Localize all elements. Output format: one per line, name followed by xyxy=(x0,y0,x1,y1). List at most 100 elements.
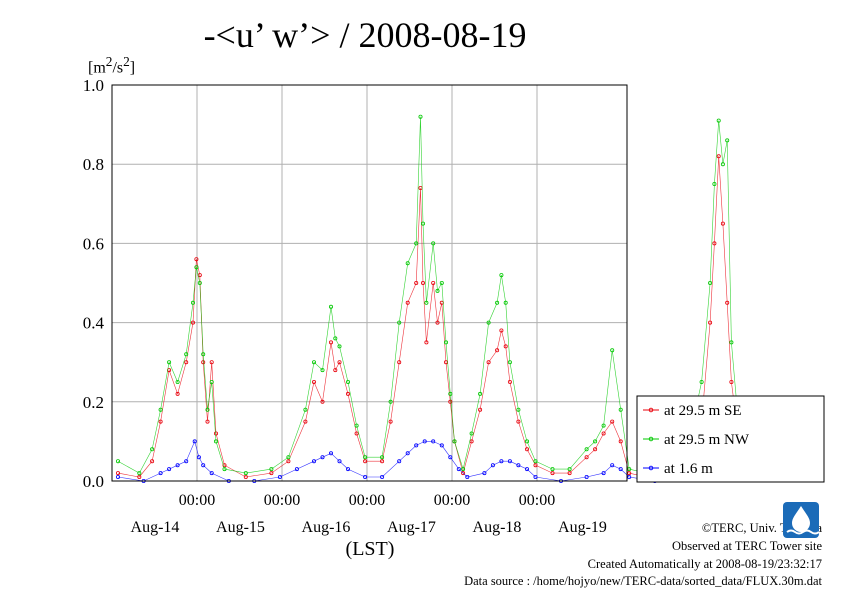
data-point xyxy=(507,459,512,464)
data-point xyxy=(213,439,218,444)
data-point xyxy=(194,257,199,262)
data-point xyxy=(184,360,189,365)
data-point xyxy=(699,379,704,384)
x-axis-label: (LST) xyxy=(346,538,395,560)
data-point xyxy=(192,439,197,444)
data-point xyxy=(448,455,453,460)
data-point xyxy=(507,360,512,365)
data-point xyxy=(311,459,316,464)
data-point xyxy=(422,439,427,444)
data-point xyxy=(716,154,721,159)
data-point xyxy=(388,399,393,404)
data-point xyxy=(328,451,333,456)
data-point xyxy=(286,455,291,460)
data-point xyxy=(712,241,717,246)
data-point xyxy=(601,471,606,476)
y-axis-unit: [m2/s2] xyxy=(88,54,136,77)
data-point xyxy=(533,474,538,479)
data-point xyxy=(277,474,282,479)
data-point xyxy=(503,300,508,305)
legend-marker xyxy=(648,407,654,413)
data-point xyxy=(269,471,274,476)
data-point xyxy=(345,379,350,384)
data-point xyxy=(499,328,504,333)
data-point xyxy=(439,280,444,285)
data-point xyxy=(158,407,163,412)
data-point xyxy=(593,447,598,452)
data-point xyxy=(333,336,338,341)
y-tick-label: 1.0 xyxy=(83,76,104,95)
data-point xyxy=(435,288,440,293)
data-point xyxy=(294,467,299,472)
data-point xyxy=(533,459,538,464)
data-point xyxy=(405,261,410,266)
data-point xyxy=(397,320,402,325)
data-point xyxy=(150,459,155,464)
data-point xyxy=(354,423,359,428)
data-point xyxy=(363,459,368,464)
data-point xyxy=(610,348,615,353)
data-point xyxy=(593,439,598,444)
date-label: Aug-16 xyxy=(302,519,351,536)
data-point xyxy=(354,431,359,436)
data-point xyxy=(418,114,423,119)
data-point xyxy=(627,467,632,472)
data-point xyxy=(286,459,291,464)
data-point xyxy=(443,340,448,345)
data-point xyxy=(197,280,202,285)
data-point xyxy=(243,474,248,479)
data-point xyxy=(448,391,453,396)
data-point xyxy=(137,471,142,476)
data-point xyxy=(431,280,436,285)
data-point xyxy=(184,352,189,357)
data-point xyxy=(196,455,201,460)
data-point xyxy=(337,459,342,464)
data-point xyxy=(116,471,121,476)
data-point xyxy=(725,300,730,305)
data-point xyxy=(452,439,457,444)
observed-text: Observed at TERC Tower site xyxy=(671,539,822,553)
data-point xyxy=(175,463,180,468)
date-label: Aug-14 xyxy=(131,519,180,536)
x-tick-label: 00:00 xyxy=(434,492,470,509)
data-point xyxy=(116,474,121,479)
data-point xyxy=(478,391,483,396)
data-point xyxy=(495,300,500,305)
data-point xyxy=(363,455,368,460)
data-point xyxy=(420,221,425,226)
data-point xyxy=(184,459,189,464)
data-point xyxy=(584,455,589,460)
data-point xyxy=(201,463,206,468)
data-point xyxy=(716,118,721,123)
data-point xyxy=(337,344,342,349)
data-point xyxy=(311,360,316,365)
data-point xyxy=(431,241,436,246)
data-point xyxy=(610,419,615,424)
data-point xyxy=(525,447,530,452)
data-point xyxy=(435,320,440,325)
data-point xyxy=(584,447,589,452)
data-point xyxy=(461,471,466,476)
data-point xyxy=(388,419,393,424)
legend-label: at 29.5 m SE xyxy=(664,403,742,419)
plot-frame xyxy=(111,84,628,482)
data-point xyxy=(209,471,214,476)
x-tick-label: 00:00 xyxy=(349,492,385,509)
data-point xyxy=(601,431,606,436)
date-label: Aug-18 xyxy=(473,519,522,536)
data-point xyxy=(222,467,227,472)
data-point xyxy=(499,459,504,464)
data-point xyxy=(550,471,555,476)
data-point xyxy=(486,360,491,365)
data-point xyxy=(499,273,504,278)
data-point xyxy=(222,463,227,468)
data-point xyxy=(137,474,142,479)
data-point xyxy=(516,463,521,468)
data-point xyxy=(213,431,218,436)
data-point xyxy=(469,431,474,436)
data-point xyxy=(720,162,725,167)
data-point xyxy=(414,443,419,448)
data-point xyxy=(167,467,172,472)
data-point xyxy=(380,474,385,479)
data-point xyxy=(729,340,734,345)
